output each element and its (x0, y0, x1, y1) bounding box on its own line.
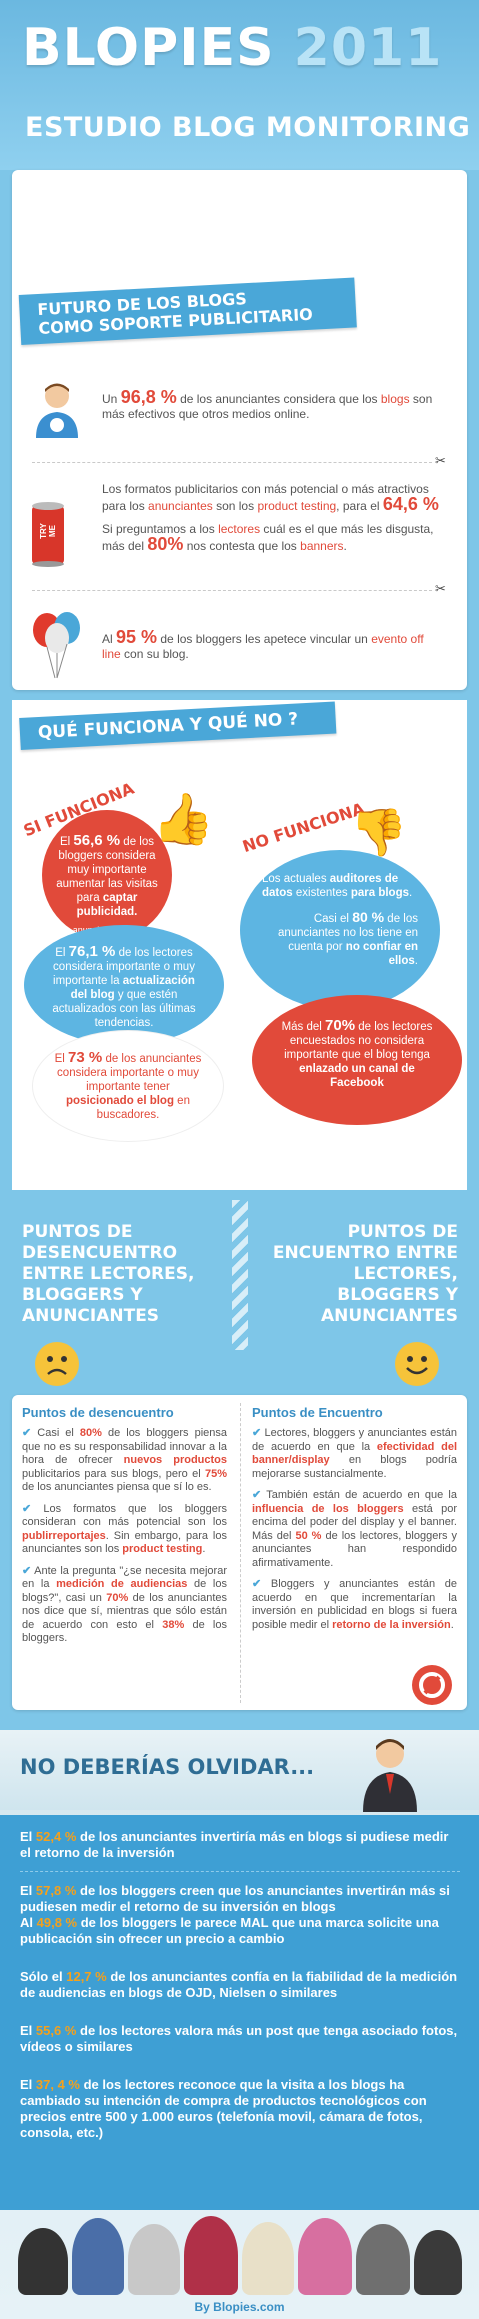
fact-item: El 37, 4 % de los lectores reconoce que … (20, 2077, 427, 2140)
header: BLOPIES 2011 ESTUDIO BLOG MONITORING (0, 0, 479, 170)
olvidar-title: NO DEBERÍAS OLVIDAR... (20, 1755, 315, 1779)
person-figure (18, 2228, 68, 2295)
check-icon: ✔ (22, 1427, 32, 1439)
blob-no-2: Más del 70% de los lectores encuestados … (252, 995, 462, 1125)
list-item: ✔ Bloggers y anunciantes están de acuerd… (252, 1578, 458, 1631)
sad-face-icon (35, 1342, 79, 1386)
facts-panel: El 52,4 % de los anunciantes invertiría … (0, 1815, 479, 2210)
person-figure (356, 2224, 410, 2295)
person-figure (298, 2218, 352, 2295)
no-funciona-label: NO FUNCIONA (240, 798, 367, 857)
blob-si-3: El 73 % de los anunciantes considera imp… (32, 1030, 224, 1142)
list-item: ✔ También están de acuerdo en que la inf… (252, 1489, 457, 1569)
section-olvidar: NO DEBERÍAS OLVIDAR... El 52,4 % de los … (0, 1730, 479, 2319)
stat-value: 64,6 % (382, 494, 439, 514)
person-icon (32, 380, 82, 440)
person-figure (184, 2216, 238, 2295)
divider (32, 590, 432, 591)
fact-item: El 55,6 % de los lectores valora más un … (20, 2023, 458, 2054)
stat-value: 80% (147, 534, 184, 554)
list-item: ✔ Casi el 80% de los bloggers piensa que… (22, 1427, 227, 1493)
encuentro-heading: Puntos de Encuentro (252, 1405, 383, 1420)
futuro-item-3: Al 95 % de los bloggers les apetece vinc… (102, 627, 424, 661)
blob-si-2: El 76,1 % de los lectores considera impo… (24, 925, 224, 1045)
person-figure (72, 2218, 124, 2295)
puntos-panel: Puntos de desencuentro Puntos de Encuent… (12, 1395, 467, 1710)
list-item: ✔ Los formatos que los bloggers consider… (22, 1502, 227, 1556)
brand-logo: BLOPIES 2011 (22, 18, 442, 78)
encuentro-list: ✔ Lectores, bloggers y anunciantes están… (252, 1427, 457, 1632)
futuro-item-2: Los formatos publicitarios con más poten… (102, 482, 439, 554)
desencuentro-heading: Puntos de desencuentro (22, 1405, 174, 1420)
scissors-icon: ✂ (435, 453, 446, 468)
column-divider (240, 1403, 241, 1703)
futuro-item-1: Un 96,8 % de los anunciantes considera q… (102, 387, 433, 421)
section-title-funciona: QUÉ FUNCIONA Y QUÉ NO ? (19, 701, 337, 750)
thumbs-up-icon: 👍 (152, 791, 215, 847)
section-title-futuro: FUTURO DE LOS BLOGS COMO SOPORTE PUBLICI… (18, 277, 357, 345)
page-subtitle: ESTUDIO BLOG MONITORING (25, 112, 471, 143)
list-item: ✔ Lectores, bloggers y anunciantes están… (252, 1427, 457, 1480)
thumbs-down-icon: 👎 (350, 806, 408, 858)
people-illustration (0, 2210, 479, 2295)
stat-value: 96,8 % (120, 387, 177, 407)
person-figure (414, 2230, 462, 2295)
blopies-logo-icon (412, 1665, 452, 1705)
check-icon: ✔ (252, 1578, 262, 1590)
desencuentro-title: PUNTOS DE DESENCUENTRO ENTRE LECTORES, B… (22, 1222, 195, 1326)
brand-year: 2011 (293, 18, 443, 78)
can-icon: TRY ME (30, 500, 66, 568)
brand-name: BLOPIES (22, 18, 275, 78)
fact-item: El 57,8 % de los bloggers creen que los … (20, 1883, 450, 1914)
person-figure (128, 2224, 180, 2295)
list-item: ✔ Ante la pregunta "¿se necesita mejorar… (22, 1564, 227, 1645)
blob-no-1: Los actuales auditores de datos existent… (240, 850, 440, 1010)
blob-si-1: El 56,6 % de los bloggers considera muy … (42, 810, 172, 949)
businessman-icon (355, 1732, 425, 1812)
section-futuro: FUTURO DE LOS BLOGS COMO SOPORTE PUBLICI… (12, 170, 467, 690)
section-funciona: QUÉ FUNCIONA Y QUÉ NO ? SI FUNCIONA NO F… (12, 700, 467, 1190)
fact-item: El 52,4 % de los anunciantes invertiría … (20, 1829, 449, 1860)
footer-credit: By Blopies.com (0, 2295, 479, 2319)
fact-item: Al 49,8 % de los bloggers le parece MAL … (20, 1915, 439, 1946)
scissors-icon: ✂ (435, 581, 446, 596)
person-figure (242, 2222, 294, 2295)
can-label: TRY ME (39, 523, 57, 539)
zigzag-divider (232, 1200, 248, 1350)
check-icon: ✔ (22, 1502, 32, 1515)
section-puntos: PUNTOS DE DESENCUENTRO ENTRE LECTORES, B… (0, 1200, 479, 1730)
happy-face-icon (395, 1342, 439, 1386)
facts-list: El 52,4 % de los anunciantes invertiría … (20, 1829, 460, 2141)
check-icon: ✔ (252, 1489, 262, 1501)
encuentro-title: PUNTOS DE ENCUENTRO ENTRE LECTORES, BLOG… (272, 1222, 458, 1326)
fact-item: Sólo el 12,7 % de los anunciantes confía… (20, 1969, 458, 2000)
stat-value: 95 % (116, 627, 158, 647)
check-icon: ✔ (22, 1564, 32, 1577)
desencuentro-list: ✔ Casi el 80% de los bloggers piensa que… (22, 1427, 227, 1646)
balloons-icon (27, 610, 87, 680)
divider (32, 462, 432, 463)
check-icon: ✔ (252, 1427, 262, 1439)
